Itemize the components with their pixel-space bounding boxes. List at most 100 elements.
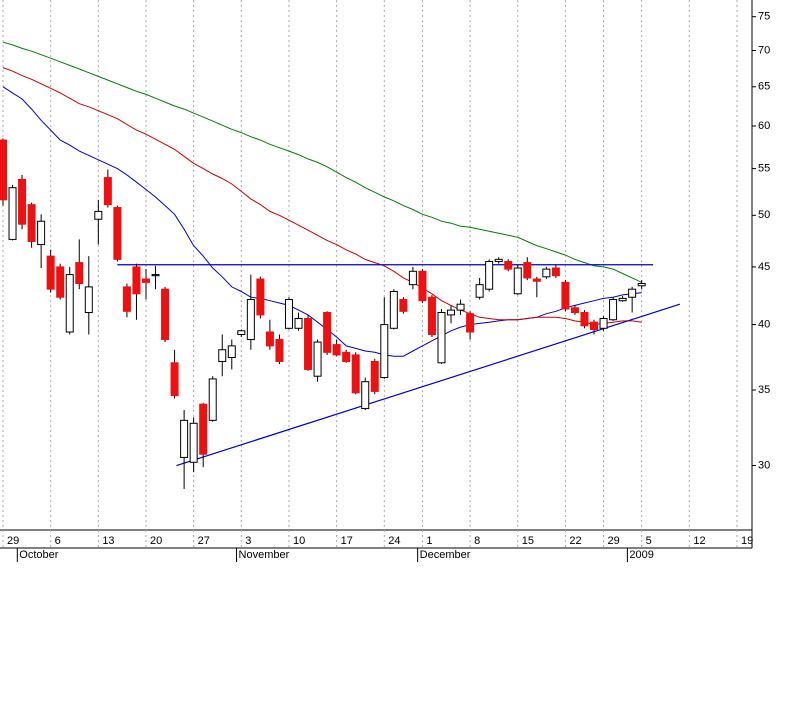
candle-body xyxy=(304,318,313,370)
candle-body xyxy=(103,177,112,206)
candle-body xyxy=(227,345,236,359)
candle-body xyxy=(246,299,255,341)
candle-body xyxy=(475,284,484,298)
candle-body xyxy=(37,220,46,246)
x-tick-label: 13 xyxy=(102,535,114,547)
y-tick-label: 35 xyxy=(758,384,770,396)
candle-body xyxy=(609,299,618,321)
month-label: 2009 xyxy=(629,549,653,561)
candle-body xyxy=(256,278,265,316)
month-label: December xyxy=(420,549,471,561)
candle-body xyxy=(75,262,84,285)
candle-body xyxy=(237,330,246,336)
month-label: October xyxy=(19,549,58,561)
month-label: November xyxy=(239,549,290,561)
candle-body xyxy=(18,178,27,225)
y-tick-label: 55 xyxy=(758,163,770,175)
candle-body xyxy=(0,139,7,201)
candle-body xyxy=(580,312,589,327)
x-tick-label: 19 xyxy=(741,535,753,547)
candle-body xyxy=(504,261,513,270)
candle-body xyxy=(199,403,208,455)
candle-body xyxy=(84,286,93,314)
candle-body xyxy=(523,262,532,279)
candle-body xyxy=(294,318,303,329)
candle-body xyxy=(170,362,179,397)
candle-body xyxy=(265,331,274,347)
x-tick-label: 5 xyxy=(646,535,652,547)
candle-body xyxy=(456,303,465,311)
y-tick-label: 50 xyxy=(758,209,770,221)
candle-body xyxy=(542,268,551,278)
x-tick-label: 1 xyxy=(426,535,432,547)
candle-body xyxy=(427,296,436,336)
candle-body xyxy=(113,207,122,260)
candle-body xyxy=(27,204,36,242)
candle-body xyxy=(323,312,332,353)
y-tick-label: 60 xyxy=(758,120,770,132)
y-tick-label: 65 xyxy=(758,81,770,93)
candle-body xyxy=(275,339,284,362)
candle-body xyxy=(56,266,65,298)
candle-body xyxy=(380,324,389,379)
candle-body xyxy=(342,351,351,362)
x-tick-label: 10 xyxy=(293,535,305,547)
candle-body xyxy=(485,261,494,290)
x-tick-label: 29 xyxy=(608,535,620,547)
candle-body xyxy=(189,422,198,463)
candle-body xyxy=(218,349,227,362)
candle-body xyxy=(590,321,599,331)
y-tick-label: 45 xyxy=(758,261,770,273)
x-tick-label: 17 xyxy=(341,535,353,547)
candle-body xyxy=(494,258,503,263)
candle-body xyxy=(551,267,560,277)
candle-body xyxy=(132,266,141,295)
candle-body xyxy=(65,274,74,333)
candle-body xyxy=(46,255,55,290)
candle-body xyxy=(8,187,17,240)
candle-body xyxy=(599,318,608,329)
candle-body xyxy=(370,360,379,392)
candle-body xyxy=(466,313,475,333)
y-tick-label: 75 xyxy=(758,11,770,23)
trendline xyxy=(176,303,680,467)
candle-body xyxy=(313,341,322,377)
x-tick-label: 6 xyxy=(55,535,61,547)
candle-body xyxy=(180,419,189,458)
candle-body xyxy=(532,278,541,282)
moving-average-line xyxy=(2,67,642,326)
candle-body xyxy=(208,378,217,421)
y-tick-label: 40 xyxy=(758,319,770,331)
candle-body xyxy=(389,290,398,329)
candle-body xyxy=(361,381,370,410)
candle-body xyxy=(161,288,170,341)
x-tick-label: 27 xyxy=(198,535,210,547)
candle-body xyxy=(637,283,646,287)
x-tick-label: 29 xyxy=(7,535,19,547)
candle-body xyxy=(447,309,456,316)
candle-body xyxy=(151,274,160,277)
candle-body xyxy=(141,278,150,283)
x-tick-label: 8 xyxy=(474,535,480,547)
candle-body xyxy=(561,281,570,310)
x-tick-label: 20 xyxy=(150,535,162,547)
candle-body xyxy=(351,354,360,394)
candle-body xyxy=(332,344,341,356)
candle-body xyxy=(122,286,131,312)
candle-body xyxy=(618,297,627,302)
x-tick-label: 24 xyxy=(388,535,400,547)
candle-body xyxy=(284,299,293,329)
candle-body xyxy=(418,270,427,302)
x-tick-label: 22 xyxy=(569,535,581,547)
candle-body xyxy=(628,288,637,298)
moving-average-line xyxy=(2,41,642,283)
candle-body xyxy=(513,267,522,295)
candle-body xyxy=(408,270,417,286)
x-tick-label: 3 xyxy=(245,535,251,547)
y-tick-label: 70 xyxy=(758,44,770,56)
x-tick-label: 15 xyxy=(522,535,534,547)
x-tick-label: 12 xyxy=(693,535,705,547)
y-tick-label: 30 xyxy=(758,459,770,471)
